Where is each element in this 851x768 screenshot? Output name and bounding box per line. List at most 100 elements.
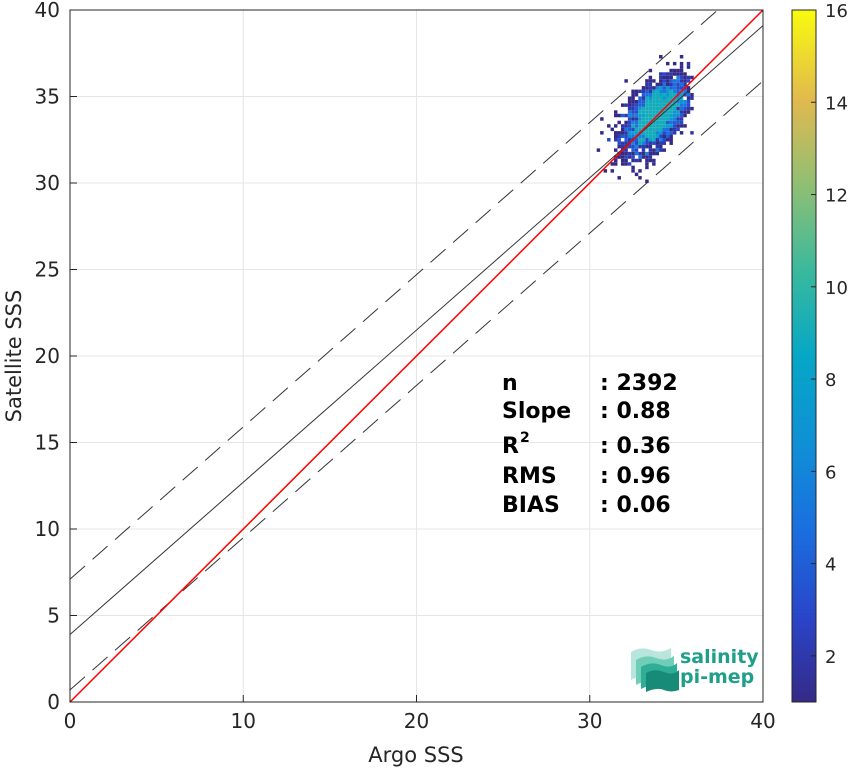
heatmap-cell <box>627 138 632 142</box>
heatmap-cell <box>655 86 660 90</box>
heatmap-cell <box>655 89 660 94</box>
heatmap-cell <box>638 124 642 128</box>
logo-line2: pi-mep <box>680 666 754 688</box>
heatmap-cell <box>634 127 639 132</box>
heatmap-cell <box>665 75 670 80</box>
heatmap-cell <box>652 110 656 114</box>
heatmap-cell <box>627 162 632 166</box>
heatmap-cell <box>648 127 653 132</box>
heatmap-cell <box>652 79 656 83</box>
heatmap-cell <box>669 106 673 111</box>
heatmap-cell <box>659 134 663 139</box>
heatmap-cell <box>641 106 646 111</box>
heatmap-cell <box>627 120 632 125</box>
heatmap-cell <box>672 110 677 114</box>
heatmap-cell <box>672 117 677 121</box>
salinity-pi-mep-logo: salinity pi-mep <box>631 646 759 692</box>
heatmap-cell <box>634 106 639 111</box>
heatmap-cell <box>676 106 680 111</box>
heatmap-cell <box>652 141 656 145</box>
heatmap-cell <box>655 141 660 145</box>
y-tick-label: 20 <box>35 344 60 368</box>
heatmap-cell <box>624 151 628 156</box>
heatmap-cell <box>641 144 646 149</box>
heatmap-cell <box>672 86 677 90</box>
heatmap-cell <box>596 148 601 152</box>
heatmap-cell <box>631 117 635 121</box>
colorbar-tick-label: 16 <box>825 1 848 22</box>
heatmap-cell <box>665 79 670 83</box>
heatmap-cell <box>638 117 642 121</box>
heatmap-cell <box>679 99 684 104</box>
stats-label: BIAS <box>502 493 560 518</box>
heatmap-cell <box>669 113 673 118</box>
heatmap-cell <box>672 93 677 97</box>
heatmap-cell <box>641 124 646 128</box>
heatmap-cell <box>659 54 663 59</box>
heatmap-cell <box>669 138 673 142</box>
heatmap-cell <box>679 110 684 114</box>
heatmap-cell <box>645 144 649 149</box>
heatmap-cell <box>686 65 691 69</box>
identity-line <box>70 10 763 702</box>
heatmap-cell <box>645 113 649 118</box>
heatmap-cell <box>652 158 656 163</box>
heatmap-cell <box>676 82 680 87</box>
heatmap-cell <box>620 158 625 163</box>
heatmap-cell <box>655 127 660 132</box>
heatmap-cell <box>652 93 656 97</box>
heatmap-cell <box>631 103 635 107</box>
heatmap-cell <box>662 141 666 145</box>
heatmap-cell <box>683 89 687 94</box>
heatmap-cell <box>686 103 691 107</box>
heatmap-cell <box>641 110 646 114</box>
heatmap-cell <box>638 141 642 145</box>
y-tick-label: 30 <box>35 171 60 195</box>
heatmap-cell <box>690 96 694 100</box>
heatmap-cell <box>634 172 639 177</box>
heatmap-cell <box>683 79 687 83</box>
heatmap-cell <box>610 127 615 132</box>
heatmap-cell <box>669 110 673 114</box>
heatmap-cell <box>669 127 673 132</box>
heatmap-cell <box>669 82 673 87</box>
heatmap-cell <box>648 93 653 97</box>
heatmap-cell <box>672 82 677 87</box>
heatmap-cell <box>641 86 646 90</box>
heatmap-cell <box>648 99 653 104</box>
heatmap-cell <box>641 99 646 104</box>
heatmap-cell <box>645 138 649 142</box>
heatmap-cell <box>620 113 625 118</box>
heatmap-cell <box>638 127 642 132</box>
heatmap-cell <box>679 131 684 135</box>
heatmap-cell <box>686 86 691 90</box>
heatmap-cell <box>679 54 684 59</box>
heatmap-cell <box>627 155 632 159</box>
heatmap-cell <box>631 131 635 135</box>
x-axis-label: Argo SSS <box>368 743 463 767</box>
heatmap-cell <box>679 72 684 76</box>
heatmap-cell <box>662 138 666 142</box>
heatmap-cell <box>638 158 642 163</box>
heatmap-cell <box>679 106 684 111</box>
heatmap-cell <box>679 93 684 97</box>
heatmap-cell <box>620 155 625 159</box>
stats-label: Slope <box>502 399 571 424</box>
heatmap-cell <box>676 117 680 121</box>
heatmap-cell <box>655 120 660 125</box>
lower-bound-line <box>70 80 763 691</box>
heatmap-cell <box>676 127 680 132</box>
heatmap-cell <box>686 93 691 97</box>
heatmap-cell <box>655 110 660 114</box>
heatmap-cell <box>641 103 646 107</box>
heatmap-cell <box>638 155 642 159</box>
heatmap-cell <box>655 151 660 156</box>
heatmap-cell <box>659 96 663 100</box>
heatmap-cell <box>631 127 635 132</box>
heatmap-cell <box>665 127 670 132</box>
heatmap-cell <box>634 110 639 114</box>
heatmap-cell <box>652 138 656 142</box>
heatmap-cell <box>645 110 649 114</box>
heatmap-cell <box>662 117 666 121</box>
heatmap-cell <box>620 134 625 139</box>
